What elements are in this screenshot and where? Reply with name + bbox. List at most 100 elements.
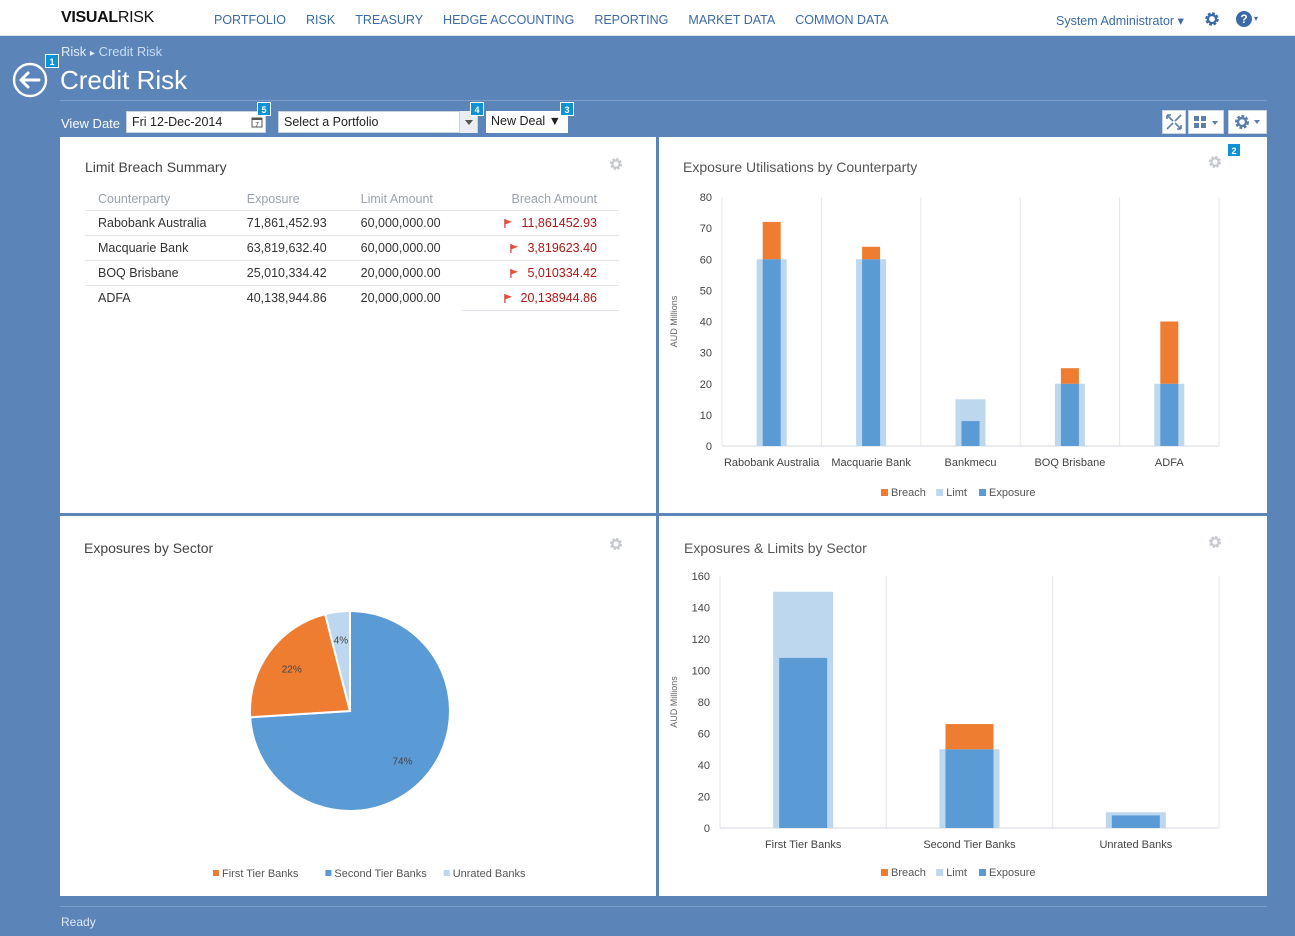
x-tick-label: Macquarie Bank [831, 457, 911, 469]
bar-breach [945, 724, 994, 750]
column-header[interactable]: Counterparty [98, 191, 171, 206]
main-menu: PORTFOLIO RISK TREASURY HEDGE ACCOUNTING… [204, 0, 899, 36]
x-tick-label: Unrated Banks [1099, 839, 1172, 851]
menu-item-reporting[interactable]: REPORTING [594, 13, 669, 27]
exposures-limits-by-sector-panel [659, 516, 1267, 896]
legend-entry: Breach [891, 867, 926, 879]
y-tick-label: 60 [700, 254, 712, 266]
exposure-utilisations-chart: Exposure Utilisations by Counterparty 0 10… [669, 159, 1220, 499]
help-caret[interactable]: ▾ [1254, 14, 1259, 23]
user-menu[interactable]: System Administrator ▾ [1056, 14, 1184, 28]
y-tick-label: 120 [692, 634, 710, 646]
y-tick-label: 0 [704, 823, 710, 835]
help-badge-back: 1 [45, 54, 59, 68]
bar-exposure [862, 259, 881, 446]
flag-icon [510, 268, 519, 278]
y-tick-label: 160 [692, 571, 710, 583]
x-tick-label: Second Tier Banks [923, 839, 1016, 851]
x-tick-label: First Tier Banks [765, 839, 842, 851]
page-title: Credit Risk [60, 65, 188, 95]
portfolio-dropdown-button[interactable] [459, 111, 477, 133]
y-tick-label: 0 [706, 441, 712, 453]
y-tick-label: 40 [700, 317, 712, 329]
gear-icon[interactable] [608, 536, 624, 552]
breadcrumb: Risk ▸ Credit Risk [61, 44, 162, 59]
status-divider [60, 906, 1267, 907]
bar-breach [1060, 368, 1079, 384]
y-tick-label: 20 [700, 379, 712, 391]
table-row[interactable]: ADFA 40,138,944.86 20,000,000.00 20,1389… [85, 284, 619, 311]
breadcrumb-separator: ▸ [89, 48, 95, 59]
gear-icon [1235, 115, 1260, 129]
menu-item-risk[interactable]: RISK [306, 13, 336, 27]
flag-icon [510, 243, 519, 253]
menu-item-portfolio[interactable]: PORTFOLIO [214, 13, 287, 27]
view-date-label: View Date [61, 116, 121, 131]
new-deal-button[interactable]: New Deal ▼ [486, 111, 568, 133]
exposure-cell: 40,138,944.86 [233, 284, 348, 310]
column-header[interactable]: Exposure [246, 191, 300, 206]
calendar-day: 7 [255, 122, 259, 129]
help-icon[interactable]: ? [1236, 11, 1252, 27]
x-tick-label: BOQ Brisbane [1034, 457, 1105, 469]
legend-entry: Breach [891, 487, 926, 499]
pie-slice-label: 4% [334, 636, 349, 647]
breadcrumb-current: Credit Risk [98, 44, 163, 59]
pie-slice [323, 609, 351, 712]
bar-exposure [762, 259, 781, 446]
menu-item-common-data[interactable]: COMMON DATA [795, 13, 889, 27]
counterparty-cell: Rabobank Australia [85, 209, 234, 235]
column-header[interactable]: Breach Amount [511, 191, 597, 206]
breach-cell: 11,861452.93 [461, 209, 619, 235]
portfolio-select[interactable]: Select a Portfolio [278, 111, 478, 133]
chart-title: Exposures & Limits by Sector [684, 540, 867, 556]
legend-swatch [979, 869, 986, 876]
help-badge-date: 5 [257, 102, 271, 116]
pie-slice-label: 22% [282, 665, 302, 676]
table-row[interactable]: BOQ Brisbane 25,010,334.42 20,000,000.00… [85, 259, 619, 285]
table-row[interactable]: Rabobank Australia 71,861,452.93 60,000,… [85, 209, 619, 235]
breach-cell: 3,819623.40 [461, 234, 619, 260]
y-tick-label: 80 [700, 192, 712, 204]
layout-button[interactable] [1188, 110, 1224, 134]
breadcrumb-risk[interactable]: Risk [61, 44, 87, 59]
counterparty-cell: Macquarie Bank [85, 234, 234, 260]
legend-swatch [443, 870, 450, 876]
exposure-cell: 25,010,334.42 [233, 259, 348, 285]
bar-exposure [945, 749, 994, 828]
table-row[interactable]: Macquarie Bank 63,819,632.40 60,000,000.… [85, 234, 619, 260]
status-text: Ready [61, 915, 96, 929]
limit-cell: 20,000,000.00 [347, 284, 462, 310]
bar-exposure [1111, 815, 1160, 828]
menu-item-hedge-accounting[interactable]: HEDGE ACCOUNTING [443, 13, 575, 27]
expand-icon [1166, 114, 1182, 130]
expand-button[interactable] [1162, 110, 1186, 134]
y-axis-label: AUD Millions [669, 676, 679, 728]
legend-swatch [881, 869, 888, 876]
gear-icon[interactable] [608, 156, 624, 172]
y-tick-label: 30 [700, 348, 712, 360]
counterparty-cell: ADFA [85, 284, 234, 310]
y-axis-label: AUD Millions [669, 295, 679, 347]
pie-slice [249, 612, 352, 719]
bar-exposure [1160, 383, 1179, 446]
menu-item-market-data[interactable]: MARKET DATA [688, 13, 776, 27]
help-badge-settings: 2 [1227, 143, 1241, 157]
view-date-input[interactable]: Fri 12-Dec-2014 [126, 111, 266, 133]
gear-icon[interactable] [1207, 534, 1223, 550]
gear-icon[interactable] [1207, 154, 1223, 170]
menu-item-treasury[interactable]: TREASURY [355, 13, 424, 27]
chart-title: Exposures by Sector [84, 540, 214, 556]
legend-swatch [979, 489, 986, 496]
gear-icon[interactable] [1203, 10, 1221, 28]
calendar-icon[interactable]: 7 [251, 116, 263, 128]
column-header[interactable]: Limit Amount [360, 191, 433, 206]
app-logo[interactable]: VISUALRISK [61, 9, 155, 26]
settings-button[interactable] [1228, 110, 1267, 134]
legend-entry: Limt [946, 487, 967, 499]
y-tick-label: 70 [700, 223, 712, 235]
y-tick-label: 20 [698, 792, 710, 804]
limit-cell: 20,000,000.00 [347, 259, 462, 285]
back-arrow-icon[interactable] [12, 62, 48, 98]
bar-breach [1160, 321, 1179, 384]
